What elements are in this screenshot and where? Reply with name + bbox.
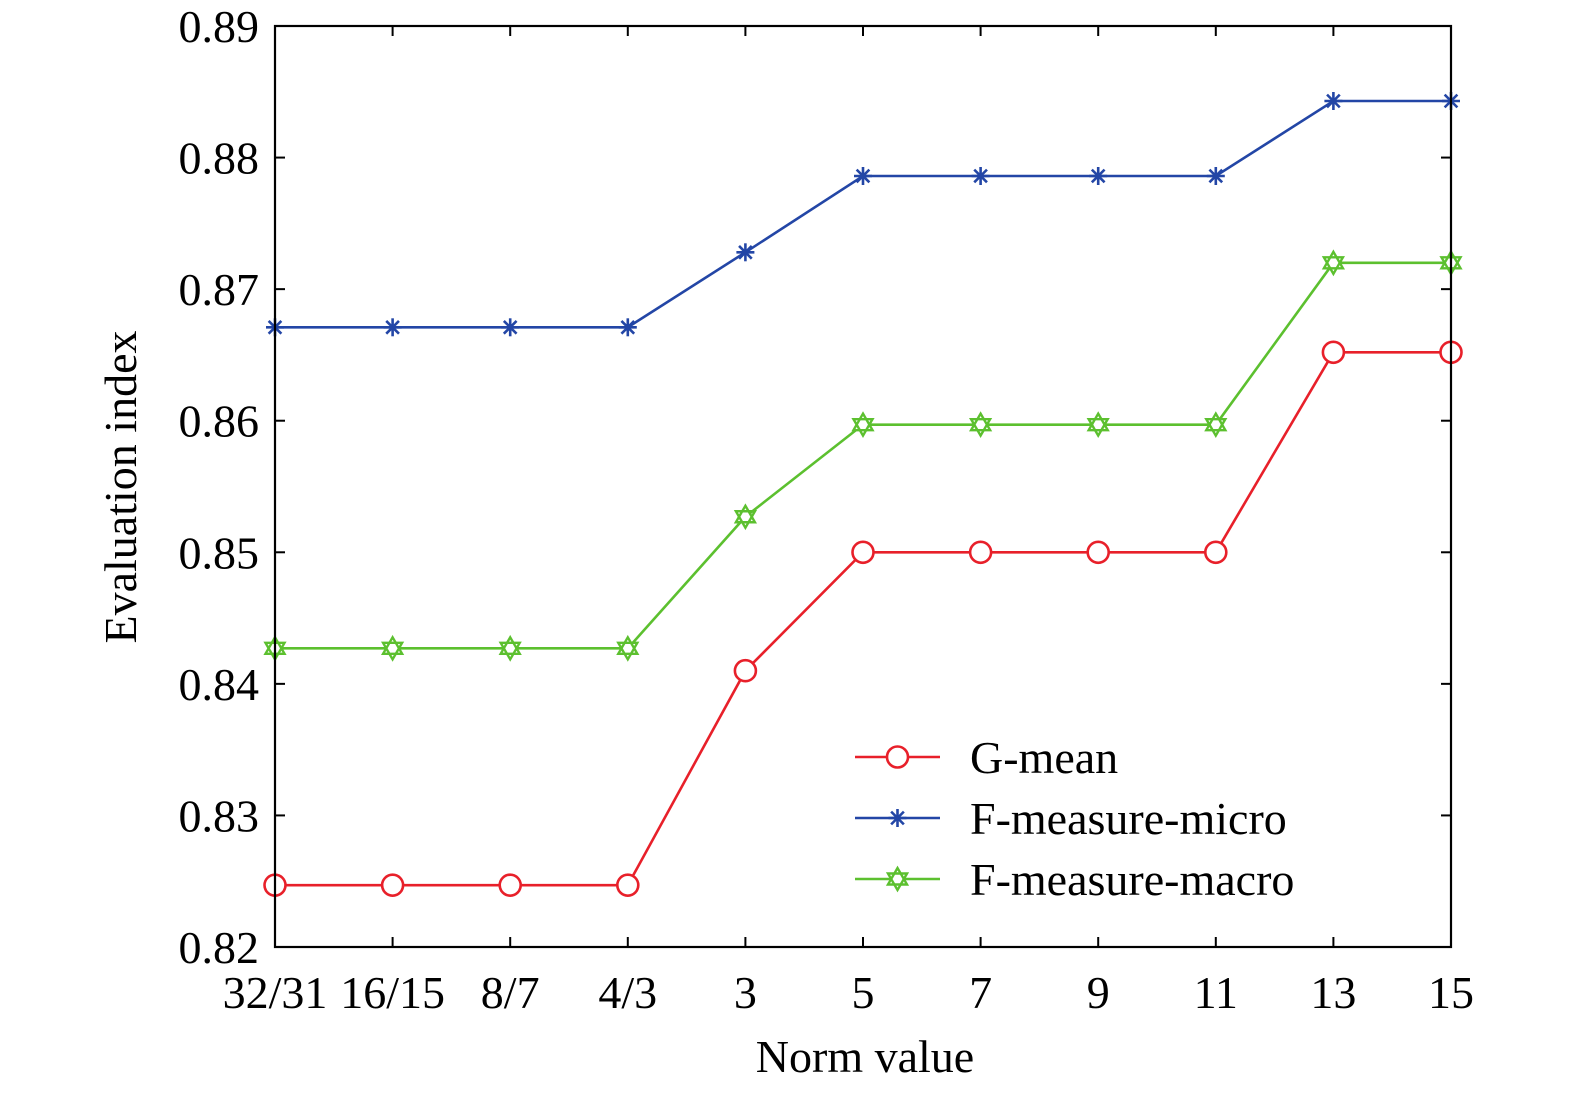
x-tick-label: 11 [1194,967,1238,1018]
x-tick-label: 32/31 [223,967,328,1018]
y-tick-label: 0.85 [179,527,260,578]
y-tick-label: 0.86 [179,396,260,447]
legend-label: F-measure-macro [970,854,1294,905]
data-point [380,873,405,897]
data-point [733,503,758,531]
legend-marker [885,745,910,769]
legend-item: G-mean [855,732,1118,783]
data-point [854,166,872,185]
data-point [1204,411,1228,439]
legend-marker [888,809,907,827]
data-point [498,634,522,662]
x-tick-label: 3 [734,967,757,1018]
data-point [383,318,402,337]
x-tick-label: 8/7 [481,967,540,1018]
data-point [618,318,637,337]
x-tick-label: 7 [969,967,992,1018]
data-point [1086,411,1110,439]
data-point [1324,91,1343,110]
x-tick-label: 5 [852,967,875,1018]
data-point [501,318,520,337]
legend-item: F-measure-macro [855,854,1294,905]
legend-label: G-mean [970,732,1118,783]
series-f-measure-macro [263,249,1463,662]
data-point [968,411,993,439]
x-tick-label: 9 [1087,967,1110,1018]
data-point [971,166,990,185]
x-tick-label: 15 [1428,967,1474,1018]
x-tick-label: 16/15 [340,967,445,1018]
series-g-mean [263,340,1463,897]
series-f-measure-micro [266,91,1460,337]
y-axis-title: Evaluation index [95,331,146,644]
legend-marker [885,865,910,893]
data-point [1086,540,1110,565]
data-point [851,540,875,565]
data-point [968,540,993,565]
data-point [1204,540,1228,565]
data-point [733,658,758,683]
data-point [851,411,875,439]
series-layer [263,91,1463,897]
series-line [275,99,1451,329]
data-point [616,634,640,662]
data-point [1206,166,1225,185]
x-tick-label: 13 [1310,967,1356,1018]
y-tick-label: 0.87 [179,264,260,315]
legend-label: F-measure-micro [970,793,1287,844]
data-point [615,873,640,897]
data-point [1321,249,1346,277]
y-tick-label: 0.82 [179,922,260,973]
axes: 0.82 0.83 0.84 0.85 0.86 0.87 0.88 0.89 32/31 16/… [179,1,1475,1018]
x-axis-title: Norm value [756,1031,974,1082]
y-tick-label: 0.83 [179,790,260,841]
data-point [736,243,755,262]
data-point [380,634,405,662]
data-point [498,873,523,897]
legend: G-mean F-measure-micro F-measure-macro [855,732,1294,905]
data-point [1321,340,1346,365]
y-tick-label: 0.88 [179,133,260,184]
data-point [1089,166,1108,185]
y-tick-label: 0.84 [179,659,260,710]
legend-item: F-measure-micro [855,793,1287,844]
series-line [275,261,1451,650]
x-tick-label: 4/3 [598,967,657,1018]
y-tick-label: 0.89 [179,1,260,52]
